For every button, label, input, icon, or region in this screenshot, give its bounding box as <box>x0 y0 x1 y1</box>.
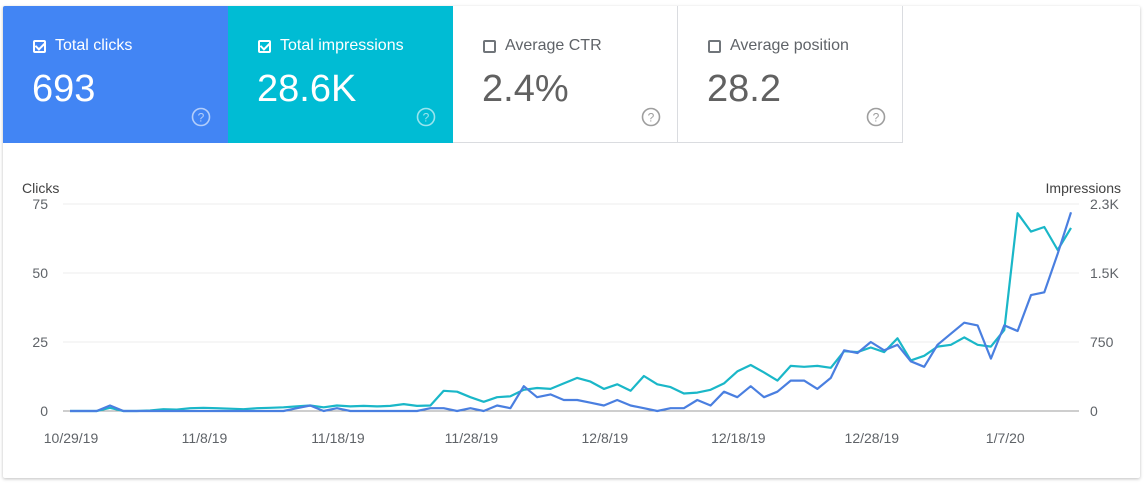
left-tick-label: 25 <box>32 334 48 350</box>
right-tick-label: 1.5K <box>1090 265 1119 281</box>
svg-text:?: ? <box>873 111 880 125</box>
average-ctr-label: Average CTR <box>505 37 602 54</box>
svg-text:?: ? <box>648 111 655 125</box>
left-axis-label: Clicks <box>22 180 59 196</box>
x-tick-label: 12/18/19 <box>711 430 766 446</box>
right-tick-label: 2.3K <box>1090 196 1119 212</box>
metric-cards: Total clicks 693 ? Total impressions 28.… <box>3 6 903 143</box>
impressions-series-line <box>70 212 1072 413</box>
total-clicks-label: Total clicks <box>55 37 133 54</box>
help-icon[interactable]: ? <box>191 107 211 127</box>
total-impressions-value: 28.6K <box>257 68 357 110</box>
checkbox-unchecked-icon[interactable] <box>708 39 721 53</box>
x-tick-label: 12/28/19 <box>845 430 900 446</box>
right-axis-label: Impressions <box>1046 180 1121 196</box>
help-icon[interactable]: ? <box>416 107 436 127</box>
average-position-label: Average position <box>730 37 849 54</box>
checkbox-checked-icon[interactable] <box>258 39 271 53</box>
average-ctr-card[interactable]: Average CTR 2.4% ? <box>453 6 678 143</box>
total-impressions-card[interactable]: Total impressions 28.6K ? <box>228 6 453 143</box>
clicks-series-line <box>70 211 1073 413</box>
checkbox-unchecked-icon[interactable] <box>483 39 496 53</box>
average-ctr-value: 2.4% <box>482 68 569 110</box>
x-tick-label: 12/8/19 <box>582 430 629 446</box>
left-tick-label: 50 <box>32 265 48 281</box>
help-icon[interactable]: ? <box>641 107 661 127</box>
total-clicks-value: 693 <box>32 68 96 110</box>
average-position-value: 28.2 <box>707 68 781 110</box>
x-tick-label: 11/28/19 <box>445 430 499 446</box>
x-tick-label: 10/29/19 <box>44 430 99 446</box>
total-impressions-label: Total impressions <box>280 37 404 54</box>
checkbox-checked-icon[interactable] <box>33 39 46 53</box>
series-lines <box>70 211 1073 413</box>
left-tick-label: 75 <box>32 196 48 212</box>
x-tick-label: 11/18/19 <box>311 430 365 446</box>
svg-text:?: ? <box>423 111 430 125</box>
right-tick-label: 0 <box>1090 403 1098 419</box>
x-tick-label: 1/7/20 <box>986 430 1025 446</box>
average-position-card[interactable]: Average position 28.2 ? <box>678 6 903 143</box>
total-clicks-card[interactable]: Total clicks 693 ? <box>3 6 228 143</box>
right-tick-label: 750 <box>1090 334 1114 350</box>
svg-text:?: ? <box>198 111 205 125</box>
performance-chart: Clicks Impressions 025507507501.5K2.3K10… <box>22 180 1121 446</box>
x-tick-label: 11/8/19 <box>182 430 228 446</box>
help-icon[interactable]: ? <box>866 107 886 127</box>
performance-panel: Total clicks 693 ? Total impressions 28.… <box>3 6 1140 478</box>
left-tick-label: 0 <box>40 403 48 419</box>
